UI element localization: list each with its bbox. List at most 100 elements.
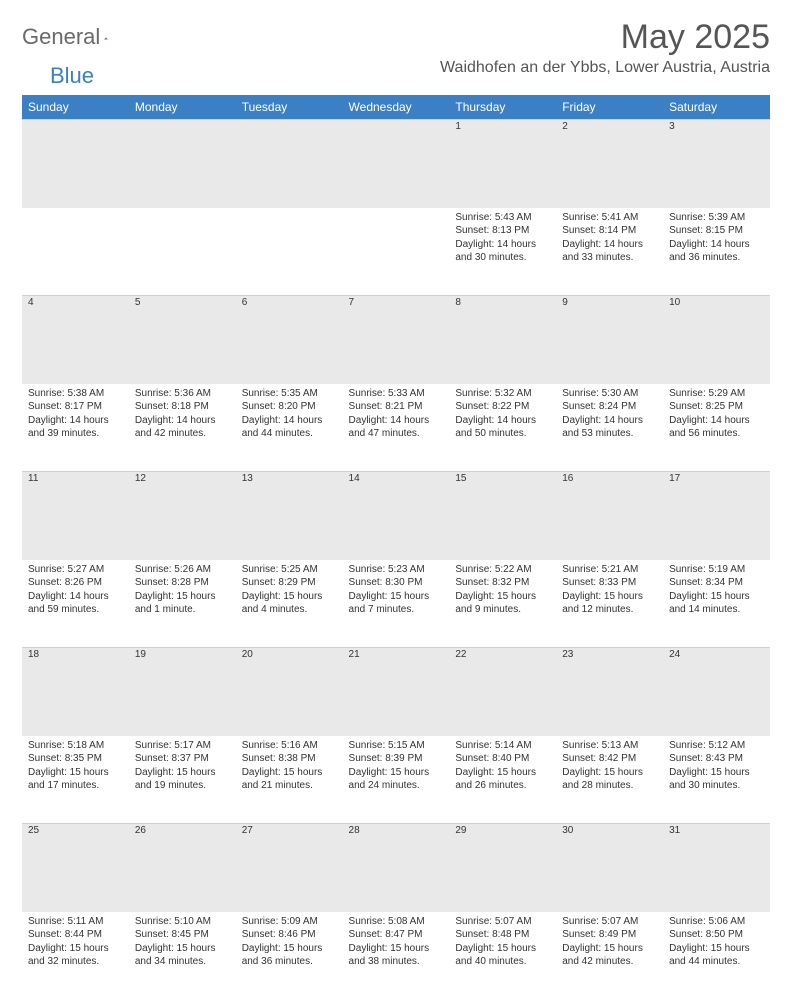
- sunset-line: Sunset: 8:40 PM: [455, 752, 550, 766]
- day-8-cell: Sunrise: 5:32 AMSunset: 8:22 PMDaylight:…: [449, 384, 556, 472]
- sunset-line: Sunset: 8:38 PM: [242, 752, 337, 766]
- day-2-cell: Sunrise: 5:41 AMSunset: 8:14 PMDaylight:…: [556, 208, 663, 296]
- day-19-cell: Sunrise: 5:17 AMSunset: 8:37 PMDaylight:…: [129, 736, 236, 824]
- daylight-line: Daylight: 15 hours and 28 minutes.: [562, 766, 657, 793]
- day-25-cell: Sunrise: 5:11 AMSunset: 8:44 PMDaylight:…: [22, 912, 129, 1000]
- daynum-empty: [22, 120, 129, 208]
- daynum-empty: [236, 120, 343, 208]
- daynum-22: 22: [449, 648, 556, 736]
- day-26-cell: Sunrise: 5:10 AMSunset: 8:45 PMDaylight:…: [129, 912, 236, 1000]
- calendar-table: SundayMondayTuesdayWednesdayThursdayFrid…: [22, 95, 770, 1000]
- day-18-cell: Sunrise: 5:18 AMSunset: 8:35 PMDaylight:…: [22, 736, 129, 824]
- sunrise-line: Sunrise: 5:26 AM: [135, 563, 230, 577]
- sunset-line: Sunset: 8:33 PM: [562, 576, 657, 590]
- week-4-daynums: 25262728293031: [22, 824, 770, 912]
- daynum-18: 18: [22, 648, 129, 736]
- sunrise-line: Sunrise: 5:41 AM: [562, 211, 657, 225]
- day-12-cell: Sunrise: 5:26 AMSunset: 8:28 PMDaylight:…: [129, 560, 236, 648]
- sunrise-line: Sunrise: 5:13 AM: [562, 739, 657, 753]
- day-31-cell: Sunrise: 5:06 AMSunset: 8:50 PMDaylight:…: [663, 912, 770, 1000]
- day-23-cell: Sunrise: 5:13 AMSunset: 8:42 PMDaylight:…: [556, 736, 663, 824]
- daynum-9: 9: [556, 296, 663, 384]
- daylight-line: Daylight: 15 hours and 44 minutes.: [669, 942, 764, 969]
- daylight-line: Daylight: 14 hours and 30 minutes.: [455, 238, 550, 265]
- sunrise-line: Sunrise: 5:08 AM: [349, 915, 444, 929]
- daynum-27: 27: [236, 824, 343, 912]
- daynum-4: 4: [22, 296, 129, 384]
- daylight-line: Daylight: 15 hours and 17 minutes.: [28, 766, 123, 793]
- week-2-daynums: 11121314151617: [22, 472, 770, 560]
- daynum-21: 21: [343, 648, 450, 736]
- day-1-cell: Sunrise: 5:43 AMSunset: 8:13 PMDaylight:…: [449, 208, 556, 296]
- daylight-line: Daylight: 15 hours and 19 minutes.: [135, 766, 230, 793]
- sunrise-line: Sunrise: 5:14 AM: [455, 739, 550, 753]
- brand-logo: General: [22, 24, 128, 50]
- sunset-line: Sunset: 8:18 PM: [135, 400, 230, 414]
- day-30-cell: Sunrise: 5:07 AMSunset: 8:49 PMDaylight:…: [556, 912, 663, 1000]
- sunset-line: Sunset: 8:28 PM: [135, 576, 230, 590]
- daylight-line: Daylight: 14 hours and 44 minutes.: [242, 414, 337, 441]
- sunset-line: Sunset: 8:46 PM: [242, 928, 337, 942]
- sunrise-line: Sunrise: 5:09 AM: [242, 915, 337, 929]
- daylight-line: Daylight: 15 hours and 1 minute.: [135, 590, 230, 617]
- sunset-line: Sunset: 8:37 PM: [135, 752, 230, 766]
- day-3-cell: Sunrise: 5:39 AMSunset: 8:15 PMDaylight:…: [663, 208, 770, 296]
- sunset-line: Sunset: 8:47 PM: [349, 928, 444, 942]
- daylight-line: Daylight: 14 hours and 47 minutes.: [349, 414, 444, 441]
- day-17-cell: Sunrise: 5:19 AMSunset: 8:34 PMDaylight:…: [663, 560, 770, 648]
- daynum-3: 3: [663, 120, 770, 208]
- daylight-line: Daylight: 15 hours and 32 minutes.: [28, 942, 123, 969]
- sunset-line: Sunset: 8:17 PM: [28, 400, 123, 414]
- sunrise-line: Sunrise: 5:32 AM: [455, 387, 550, 401]
- daylight-line: Daylight: 15 hours and 24 minutes.: [349, 766, 444, 793]
- sunset-line: Sunset: 8:49 PM: [562, 928, 657, 942]
- sunset-line: Sunset: 8:32 PM: [455, 576, 550, 590]
- sunrise-line: Sunrise: 5:07 AM: [562, 915, 657, 929]
- sunrise-line: Sunrise: 5:18 AM: [28, 739, 123, 753]
- sunrise-line: Sunrise: 5:27 AM: [28, 563, 123, 577]
- daynum-empty: [129, 120, 236, 208]
- daynum-23: 23: [556, 648, 663, 736]
- weekday-monday: Monday: [129, 95, 236, 120]
- sunset-line: Sunset: 8:21 PM: [349, 400, 444, 414]
- day-5-cell: Sunrise: 5:36 AMSunset: 8:18 PMDaylight:…: [129, 384, 236, 472]
- sunset-line: Sunset: 8:30 PM: [349, 576, 444, 590]
- sunset-line: Sunset: 8:34 PM: [669, 576, 764, 590]
- sunset-line: Sunset: 8:43 PM: [669, 752, 764, 766]
- weekday-thursday: Thursday: [449, 95, 556, 120]
- weekday-friday: Friday: [556, 95, 663, 120]
- week-3-content: Sunrise: 5:18 AMSunset: 8:35 PMDaylight:…: [22, 736, 770, 824]
- sunrise-line: Sunrise: 5:35 AM: [242, 387, 337, 401]
- day-13-cell: Sunrise: 5:25 AMSunset: 8:29 PMDaylight:…: [236, 560, 343, 648]
- day-27-cell: Sunrise: 5:09 AMSunset: 8:46 PMDaylight:…: [236, 912, 343, 1000]
- daylight-line: Daylight: 14 hours and 39 minutes.: [28, 414, 123, 441]
- sunrise-line: Sunrise: 5:36 AM: [135, 387, 230, 401]
- daylight-line: Daylight: 15 hours and 26 minutes.: [455, 766, 550, 793]
- sunset-line: Sunset: 8:39 PM: [349, 752, 444, 766]
- sunset-line: Sunset: 8:44 PM: [28, 928, 123, 942]
- daynum-1: 1: [449, 120, 556, 208]
- sunset-line: Sunset: 8:22 PM: [455, 400, 550, 414]
- daynum-29: 29: [449, 824, 556, 912]
- daynum-25: 25: [22, 824, 129, 912]
- daylight-line: Daylight: 15 hours and 14 minutes.: [669, 590, 764, 617]
- sunrise-line: Sunrise: 5:19 AM: [669, 563, 764, 577]
- week-2-content: Sunrise: 5:27 AMSunset: 8:26 PMDaylight:…: [22, 560, 770, 648]
- sunset-line: Sunset: 8:50 PM: [669, 928, 764, 942]
- daynum-5: 5: [129, 296, 236, 384]
- day-11-cell: Sunrise: 5:27 AMSunset: 8:26 PMDaylight:…: [22, 560, 129, 648]
- daylight-line: Daylight: 15 hours and 42 minutes.: [562, 942, 657, 969]
- week-0-daynums: 123: [22, 120, 770, 208]
- sunset-line: Sunset: 8:15 PM: [669, 224, 764, 238]
- daynum-30: 30: [556, 824, 663, 912]
- sunset-line: Sunset: 8:13 PM: [455, 224, 550, 238]
- day-29-cell: Sunrise: 5:07 AMSunset: 8:48 PMDaylight:…: [449, 912, 556, 1000]
- daynum-empty: [343, 120, 450, 208]
- location: Waidhofen an der Ybbs, Lower Austria, Au…: [440, 59, 770, 77]
- sunset-line: Sunset: 8:14 PM: [562, 224, 657, 238]
- daynum-7: 7: [343, 296, 450, 384]
- sunrise-line: Sunrise: 5:21 AM: [562, 563, 657, 577]
- daylight-line: Daylight: 14 hours and 42 minutes.: [135, 414, 230, 441]
- daylight-line: Daylight: 15 hours and 38 minutes.: [349, 942, 444, 969]
- sunset-line: Sunset: 8:25 PM: [669, 400, 764, 414]
